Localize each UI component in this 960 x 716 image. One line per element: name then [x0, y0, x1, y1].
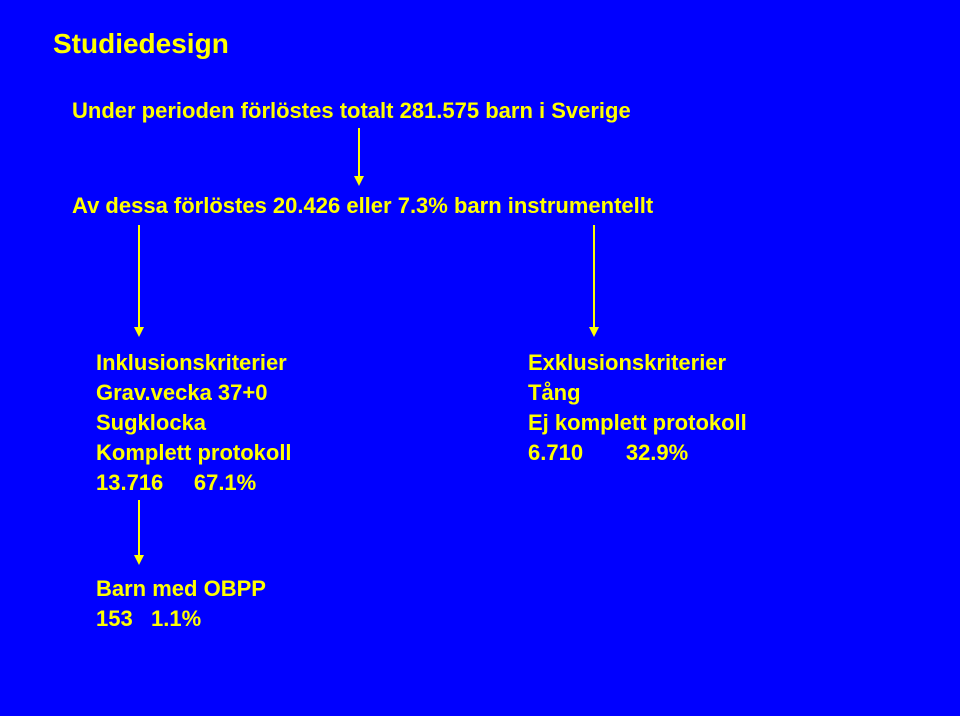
line-total: Under perioden förlöstes totalt 281.575 …: [72, 97, 631, 126]
exclusion-l3: Ej komplett protokoll: [528, 409, 747, 438]
obpp-l2: 153 1.1%: [96, 605, 201, 634]
slide: Studiedesign Under perioden förlöstes to…: [0, 0, 960, 716]
inclusion-l2: Grav.vecka 37+0: [96, 379, 267, 408]
inclusion-l5: 13.716 67.1%: [96, 469, 256, 498]
exclusion-l2: Tång: [528, 379, 581, 408]
arrow-instrument-to-exclusion: [588, 225, 600, 337]
inclusion-l4: Komplett protokoll: [96, 439, 292, 468]
line-instrument: Av dessa förlöstes 20.426 eller 7.3% bar…: [72, 192, 653, 221]
exclusion-l4: 6.710 32.9%: [528, 439, 688, 468]
exclusion-l1: Exklusionskriterier: [528, 349, 726, 378]
inclusion-l3: Sugklocka: [96, 409, 206, 438]
arrow-total-to-instrument: [353, 128, 365, 186]
inclusion-l1: Inklusionskriterier: [96, 349, 287, 378]
arrow-instrument-to-inclusion: [133, 225, 145, 337]
arrow-inclusion-to-obpp: [133, 500, 145, 565]
obpp-l1: Barn med OBPP: [96, 575, 266, 604]
slide-title: Studiedesign: [53, 26, 229, 62]
